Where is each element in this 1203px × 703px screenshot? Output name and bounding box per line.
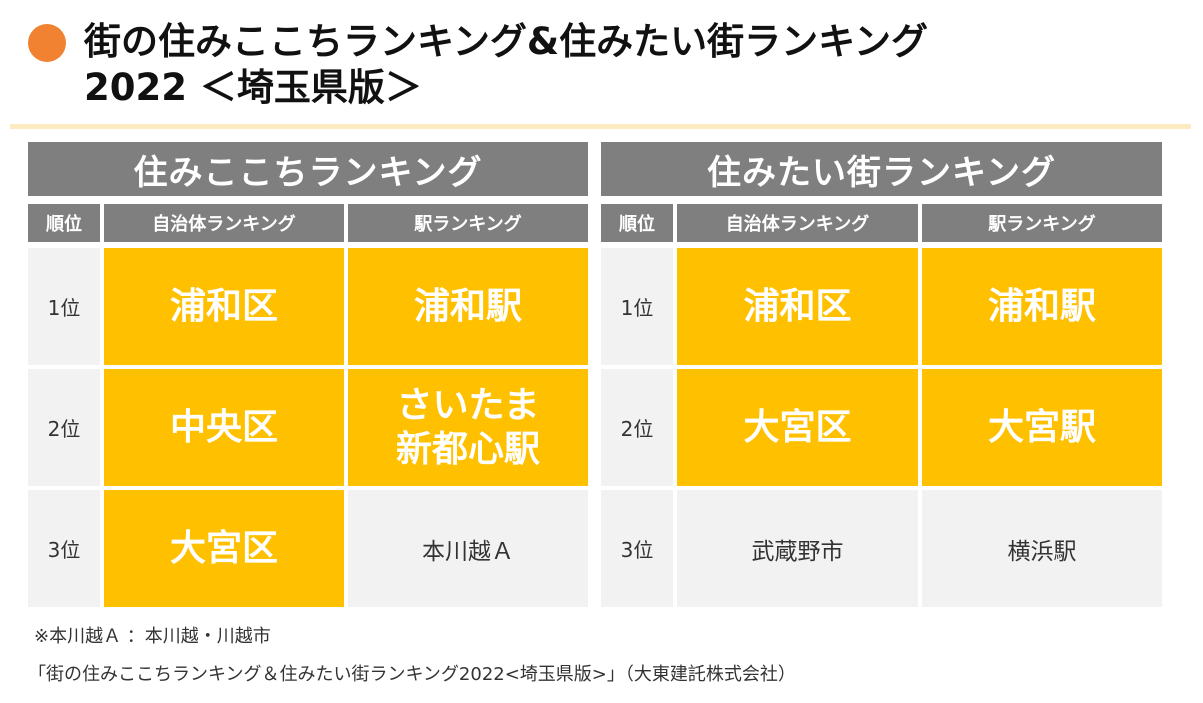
rank-cell: 3位 [28,490,100,607]
station-cell: さいたま 新都心駅 [348,369,588,486]
municipality-cell: 大宮区 [677,369,918,486]
municipality-cell: 浦和区 [677,248,918,365]
station-cell: 横浜駅 [922,490,1162,607]
rank-cell: 1位 [28,248,100,365]
livability-ranking-table: 住みここちランキング 順位 自治体ランキング 駅ランキング 1位 浦和区 浦和駅… [28,142,588,607]
station-cell: 浦和駅 [922,248,1162,365]
header-station: 駅ランキング [922,204,1162,242]
header: 街の住みここちランキング&住みたい街ランキング 2022 ＜埼玉県版＞ [28,14,1188,114]
footnote: ※本川越Ａ ：本川越・川越市 [34,626,271,647]
header-municipality: 自治体ランキング [677,204,918,242]
rank-cell: 3位 [601,490,673,607]
municipality-cell: 大宮区 [104,490,344,607]
title-divider [10,124,1191,129]
source-citation: 「街の住みここちランキング＆住みたい街ランキング2022<埼玉県版>」（大東建託… [28,664,796,685]
header-station: 駅ランキング [348,204,588,242]
page-title-line1: 街の住みここちランキング&住みたい街ランキング [84,20,929,63]
header-rank: 順位 [28,204,100,242]
rank-cell: 2位 [28,369,100,486]
station-cell: 本川越Ａ [348,490,588,607]
station-cell: 浦和駅 [348,248,588,365]
page-title-line2: 2022 ＜埼玉県版＞ [84,66,422,109]
table-title: 住みここちランキング [28,142,588,196]
municipality-cell: 武蔵野市 [677,490,918,607]
table-title: 住みたい街ランキング [601,142,1162,196]
rank-cell: 2位 [601,369,673,486]
header-municipality: 自治体ランキング [104,204,344,242]
municipality-cell: 中央区 [104,369,344,486]
station-cell: 大宮駅 [922,369,1162,486]
header-rank: 順位 [601,204,673,242]
desired-town-ranking-table: 住みたい街ランキング 順位 自治体ランキング 駅ランキング 1位 浦和区 浦和駅… [601,142,1162,607]
orange-dot-icon [28,24,66,62]
rank-cell: 1位 [601,248,673,365]
municipality-cell: 浦和区 [104,248,344,365]
